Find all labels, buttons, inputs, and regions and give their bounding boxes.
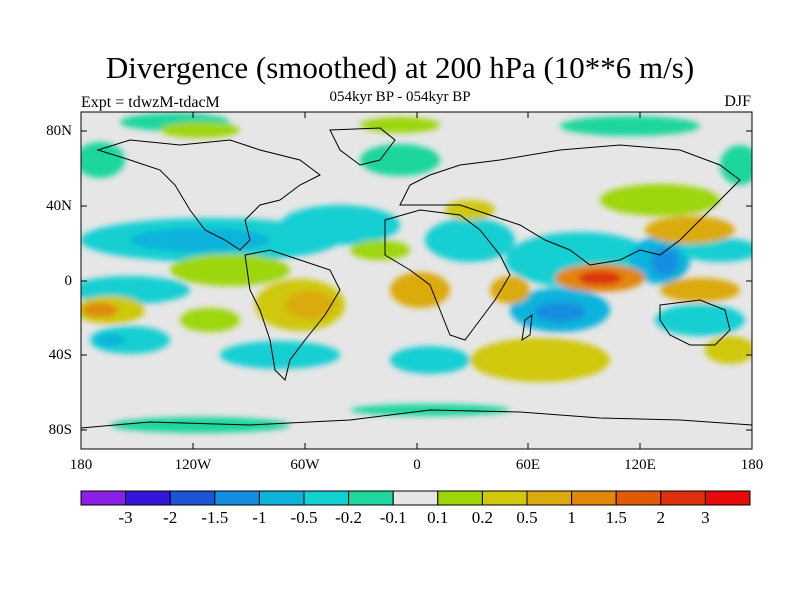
colorbar-label: 3 [701,508,710,527]
colorbar-label: -0.5 [290,508,318,527]
colorbar-label: -2 [163,508,178,527]
colorbar-swatch [526,490,573,506]
colorbar-swatch [392,490,439,506]
lat-label-0: 0 [64,273,73,289]
colorbar-label: -1.5 [201,508,229,527]
coastlines [81,127,752,429]
lat-label-80s: 80S [48,422,72,438]
colorbar-label: 1 [567,508,576,527]
lon-ticks [192,112,641,449]
colorbar-swatch [704,490,751,506]
colorbar-label: -0.1 [379,508,407,527]
lon-label-60w: 60W [290,457,320,473]
colorbar-swatch [258,490,305,506]
colorbar-swatch [303,490,350,506]
colorbar-swatch [214,490,260,506]
lat-ticks [81,130,752,431]
lon-label-120e: 120E [624,457,656,473]
lon-label-0: 0 [413,457,421,473]
colorbar-swatch [571,490,617,506]
map-field [81,112,752,449]
colorbar-swatch [660,490,706,506]
divergence-field [81,113,752,433]
lon-label-180e: 180 [740,457,764,473]
season-label: DJF [724,93,751,110]
colorbar-swatch [80,490,127,506]
colorbar-swatch [348,490,394,506]
colorbar-swatch [481,490,528,506]
lon-label-180w: 180 [69,457,93,473]
lon-label-60e: 60E [515,457,541,473]
colorbar-label: -3 [118,508,133,527]
colorbar-swatch [615,490,662,506]
colorbar-label: 2 [656,508,666,527]
colorbar-swatch [169,490,216,506]
lat-label-80n: 80N [46,123,72,139]
colorbar [80,490,751,506]
map-subtitle: 054kyr BP - 054kyr BP [329,89,471,105]
lat-label-40n: 40N [46,198,72,214]
map-title: Divergence (smoothed) at 200 hPa (10**6 … [105,50,695,85]
colorbar-label: 0.5 [516,508,538,527]
lon-label-120w: 120W [174,457,212,473]
colorbar-label: 1.5 [605,508,627,527]
colorbar-label: -1 [252,508,267,527]
experiment-label: Expt = tdwzM-tdacM [81,94,220,111]
colorbar-label: 0.2 [471,508,494,527]
lat-label-40s: 40S [48,347,72,363]
colorbar-swatch [125,490,171,506]
colorbar-label: 0.1 [427,508,449,527]
colorbar-swatch [437,490,483,506]
colorbar-label: -0.2 [335,508,363,527]
